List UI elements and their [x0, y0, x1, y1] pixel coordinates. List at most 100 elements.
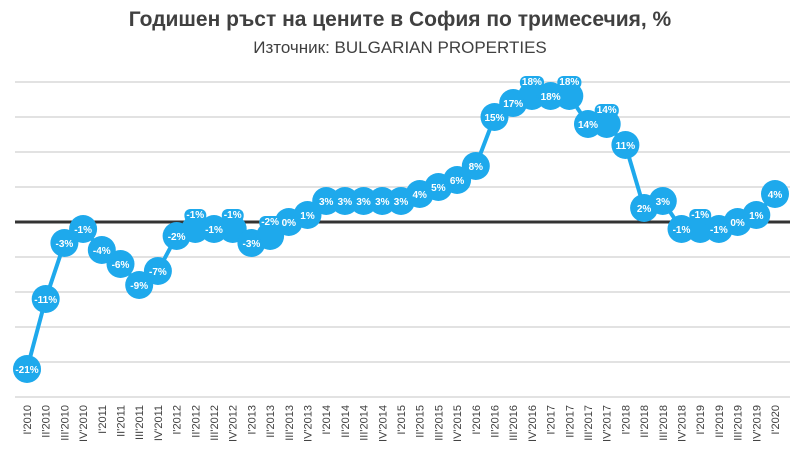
data-label-background — [335, 196, 355, 209]
data-label-background — [538, 91, 563, 104]
data-label-background — [557, 76, 582, 89]
data-label-background — [13, 364, 41, 377]
x-tick-label: I'2015 — [396, 405, 408, 435]
data-label: 18% — [559, 77, 579, 88]
x-tick-label: IV'2018 — [677, 405, 689, 442]
data-label-background — [765, 189, 785, 202]
x-tick-label: III'2014 — [359, 405, 371, 441]
data-label-badge: -1% — [670, 224, 693, 237]
data-label-background — [184, 209, 207, 222]
data-label: 14% — [578, 120, 598, 131]
x-tick-label: II'2014 — [340, 405, 352, 438]
x-tick-label: III'2017 — [583, 405, 595, 441]
data-label: 8% — [469, 162, 484, 173]
data-label-badge: -2% — [259, 216, 282, 229]
data-label-background — [747, 210, 766, 223]
data-label: 5% — [431, 183, 446, 194]
data-label: -1% — [74, 225, 92, 236]
x-tick-label: II'2013 — [265, 405, 277, 438]
data-label-background — [147, 266, 169, 279]
data-label: 14% — [597, 105, 617, 116]
data-label-background — [429, 182, 448, 195]
data-label: 4% — [768, 190, 783, 201]
data-label: 1% — [749, 211, 764, 222]
data-label-background — [259, 216, 282, 229]
data-label-badge: -1% — [72, 224, 95, 237]
x-tick-label: III'2018 — [658, 405, 670, 441]
data-label-badge: -1% — [184, 209, 207, 222]
data-label: 0% — [282, 218, 297, 229]
x-tick-label: IV'2016 — [527, 405, 539, 442]
x-tick-label: IV'2013 — [303, 405, 315, 442]
data-label-background — [279, 217, 299, 230]
data-label: -1% — [691, 210, 709, 221]
x-tick-label: I'2014 — [321, 405, 333, 435]
data-label-badge: 17% — [501, 98, 526, 111]
data-label-background — [575, 119, 601, 132]
data-label-badge: 5% — [429, 182, 448, 195]
data-label-badge: 4% — [410, 189, 430, 202]
data-label: 17% — [503, 99, 523, 110]
data-label-background — [354, 196, 373, 209]
data-label-background — [32, 294, 60, 307]
data-label: 18% — [522, 77, 542, 88]
data-label-background — [410, 189, 430, 202]
data-label-background — [634, 203, 654, 216]
x-tick-label: I'2017 — [546, 405, 558, 435]
data-label-badge: -1% — [689, 209, 712, 222]
data-label-background — [165, 231, 188, 244]
data-label-badge: 14% — [594, 104, 619, 117]
data-point — [555, 82, 584, 110]
data-label-background — [689, 209, 712, 222]
data-label-badge: 3% — [335, 196, 355, 209]
x-tick-label: III'2016 — [508, 405, 520, 441]
data-label-badge: -1% — [203, 224, 225, 237]
data-label-background — [670, 224, 693, 237]
data-label-background — [501, 98, 526, 111]
data-label-background — [373, 196, 392, 209]
data-label-badge: 0% — [728, 217, 747, 230]
data-label-background — [221, 209, 244, 222]
data-label: 2% — [637, 204, 652, 215]
x-tick-label: II'2011 — [116, 405, 128, 437]
data-label-badge: 18% — [519, 76, 545, 89]
data-label-badge: -9% — [128, 280, 151, 293]
data-label-badge: -3% — [240, 238, 263, 251]
data-label: 3% — [375, 197, 390, 208]
data-label-badge: 4% — [765, 189, 785, 202]
data-label-background — [728, 217, 747, 230]
data-label-background — [203, 224, 225, 237]
x-tick-label: III'2011 — [134, 405, 146, 440]
data-label-background — [53, 238, 76, 251]
x-tick-label: I'2012 — [172, 405, 184, 435]
data-label-badge: 3% — [391, 196, 411, 209]
data-label: -2% — [261, 217, 279, 228]
data-label-badge: 8% — [466, 161, 486, 174]
data-label-badge: 3% — [653, 196, 673, 209]
data-label: -6% — [112, 260, 130, 271]
data-label: 3% — [656, 197, 671, 208]
data-label: -11% — [34, 295, 57, 306]
x-tick-label: IV'2017 — [602, 405, 614, 442]
data-label-badge: -11% — [32, 294, 60, 307]
x-tick-label: II'2018 — [639, 405, 651, 438]
data-label-badge: -1% — [708, 224, 730, 237]
data-label-background — [72, 224, 95, 237]
data-label-badge: 1% — [747, 210, 766, 223]
x-tick-label: IV'2012 — [228, 405, 240, 442]
x-tick-label: IV'2015 — [452, 405, 464, 442]
data-label: 15% — [484, 113, 504, 124]
data-label: -2% — [168, 232, 186, 243]
data-label-background — [447, 175, 467, 188]
data-label-badge: -3% — [53, 238, 76, 251]
data-label-badge: 11% — [613, 140, 638, 153]
x-tick-label: II'2017 — [564, 405, 576, 438]
data-label: 11% — [616, 141, 636, 152]
x-tick-label: III'2012 — [209, 405, 221, 441]
series-line — [25, 94, 777, 370]
data-label-badge: -7% — [147, 266, 169, 279]
x-tick-label: III'2013 — [284, 405, 296, 441]
data-label-badge: -2% — [165, 231, 188, 244]
data-label-badge: 15% — [482, 112, 507, 125]
x-tick-label: IV'2011 — [153, 405, 165, 441]
